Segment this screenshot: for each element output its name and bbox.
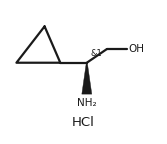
- Text: NH₂: NH₂: [77, 98, 97, 108]
- Text: &1: &1: [90, 49, 102, 58]
- Polygon shape: [82, 63, 92, 94]
- Text: HCl: HCl: [72, 116, 95, 129]
- Text: OH: OH: [128, 44, 144, 54]
